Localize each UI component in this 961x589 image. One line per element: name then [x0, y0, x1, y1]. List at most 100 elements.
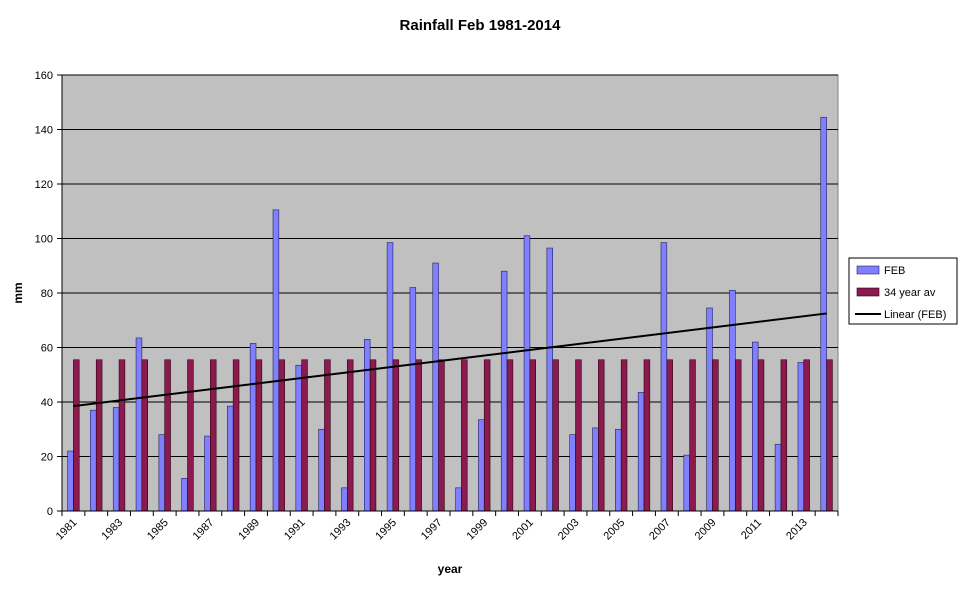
x-tick-label: 2001: [510, 517, 536, 543]
x-tick-label: 1993: [328, 517, 354, 543]
y-axis-label: mm: [11, 282, 25, 303]
bar-feb: [569, 434, 576, 512]
bar-average: [712, 359, 719, 512]
bar-average: [392, 359, 400, 512]
bar-average: [643, 359, 651, 512]
x-tick-label: 2007: [647, 517, 673, 543]
bar-average: [461, 359, 468, 512]
y-tick-label: 40: [41, 397, 53, 409]
x-axis-label: year: [438, 562, 463, 576]
x-tick-label: 2011: [739, 517, 764, 542]
bar-feb: [478, 419, 485, 512]
bar-average: [529, 359, 537, 512]
bar-feb: [592, 427, 599, 512]
bar-average: [415, 359, 422, 512]
bar-average: [552, 359, 559, 512]
bar-feb: [546, 247, 554, 512]
bar-feb: [409, 287, 417, 512]
chart-title: Rainfall Feb 1981-2014: [400, 17, 562, 34]
y-tick-label: 80: [41, 288, 53, 300]
bar-average: [483, 359, 491, 512]
bar-feb: [249, 343, 257, 512]
bar-feb: [432, 262, 439, 512]
bar-feb: [797, 362, 805, 512]
bar-average: [803, 359, 810, 512]
bar-average: [826, 359, 833, 512]
bar-average: [324, 359, 331, 512]
bar-feb: [615, 428, 622, 512]
bar-feb: [227, 405, 234, 512]
bar-feb: [386, 242, 394, 512]
axes: [57, 74, 839, 516]
bar-average: [118, 359, 126, 512]
x-tick-label: 1987: [191, 517, 217, 543]
y-tick-label: 120: [35, 179, 53, 191]
legend-label-avg: 34 year av: [884, 287, 936, 299]
bar-feb: [683, 454, 690, 512]
bar-feb: [660, 242, 668, 512]
bar-average: [369, 359, 377, 512]
bar-average: [666, 359, 673, 512]
trendline-line: [73, 312, 827, 408]
bar-feb: [181, 477, 188, 512]
bar-average: [73, 359, 80, 512]
trendline: [73, 312, 827, 408]
bar-feb: [706, 307, 713, 512]
bar-feb: [204, 435, 211, 512]
bar-average: [278, 359, 285, 512]
bar-feb: [523, 235, 531, 512]
bar-feb: [341, 487, 348, 512]
bar-feb: [158, 434, 166, 512]
y-tick-label: 0: [47, 506, 53, 518]
x-tick-label: 1991: [282, 517, 308, 543]
bar-feb: [90, 409, 97, 512]
bar-average: [506, 359, 514, 512]
x-tick-label: 2003: [556, 517, 582, 543]
x-tick-label: 1981: [54, 517, 80, 543]
y-tick-label: 20: [41, 452, 53, 464]
bar-average: [734, 359, 742, 512]
y-tick-label: 100: [35, 234, 53, 246]
bar-feb: [774, 443, 782, 512]
bar-average: [346, 359, 354, 512]
legend: FEB 34 year av Linear (FEB): [848, 257, 958, 325]
x-tick-label: 1995: [373, 517, 399, 543]
bar-average: [575, 359, 582, 512]
y-tick-label: 160: [35, 70, 53, 82]
legend-swatch-avg: [856, 287, 880, 297]
bar-feb: [272, 209, 280, 512]
bar-average: [780, 359, 788, 512]
bar-average: [164, 359, 171, 512]
bar-average: [598, 359, 605, 512]
x-tick-label: 1999: [465, 517, 491, 543]
bar-feb: [637, 392, 645, 512]
bar-average: [95, 359, 103, 512]
x-tick-labels: 1981 1983 1985 1987 1989 1991 1993 1995 1997 1999…: [54, 517, 810, 543]
bar-feb: [318, 428, 325, 512]
bar-average: [757, 359, 765, 512]
bar-average: [301, 359, 308, 512]
bar-feb: [455, 487, 462, 512]
bar-average: [232, 359, 240, 512]
legend-label-feb: FEB: [884, 265, 905, 277]
bar-feb: [112, 407, 120, 512]
x-tick-label: 2009: [693, 517, 719, 543]
x-tick-label: 1989: [236, 517, 262, 543]
bar-average: [141, 359, 149, 512]
bar-average: [210, 359, 217, 512]
x-tick-label: 2005: [601, 517, 627, 543]
bar-feb: [67, 450, 74, 512]
legend-swatch-feb: [856, 265, 880, 275]
bar-feb: [363, 339, 371, 512]
bar-feb: [295, 364, 302, 512]
y-tick-label: 140: [35, 125, 53, 137]
bar-average: [689, 359, 696, 512]
bar-average: [187, 359, 194, 512]
y-tick-label: 60: [41, 343, 53, 355]
bar-feb: [135, 337, 143, 512]
x-tick-label: 1983: [99, 517, 125, 543]
bar-average: [620, 359, 628, 512]
x-tick-label: 1997: [419, 517, 445, 543]
y-tick-labels: 0 20 40 60 80 100 120 140 160: [35, 70, 53, 518]
